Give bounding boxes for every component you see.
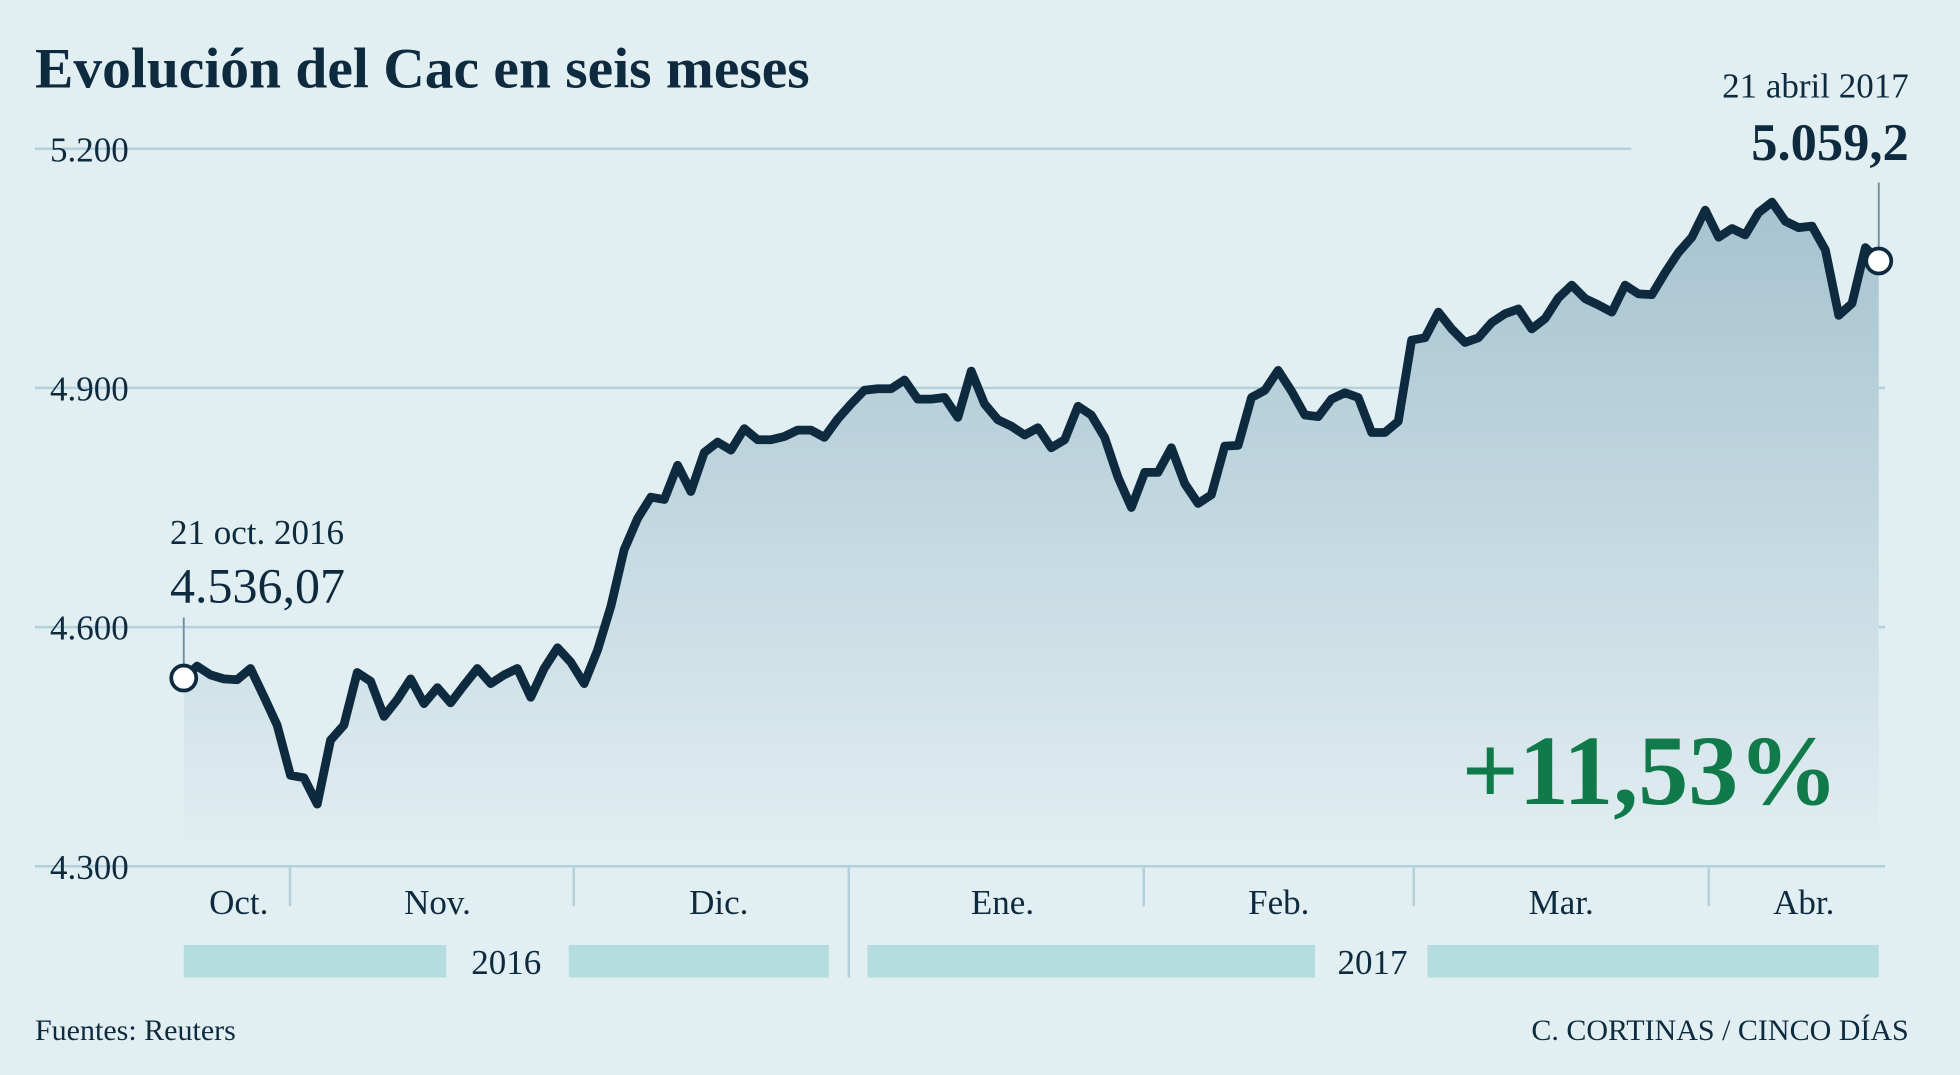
year-bar: [183, 945, 447, 978]
year-bar: [867, 945, 1315, 978]
start-date: 21 oct. 2016: [170, 513, 344, 552]
y-tick-label: 4.600: [50, 609, 129, 648]
area: [183, 202, 1879, 867]
x-tick-label: Nov.: [404, 883, 471, 922]
line: [180, 197, 1882, 809]
y-tick-label: 4.300: [50, 848, 129, 887]
credit: C. CORTINAS / CINCO DÍAS: [1531, 1014, 1908, 1047]
x-tick-label: Oct.: [209, 883, 268, 922]
start-value: 4.536,07: [170, 558, 345, 614]
plot: 4.300 4.600 4.900 5.200 21 oct. 2016 4.536,07…: [35, 67, 1909, 982]
year-label: 2017: [1338, 943, 1408, 982]
chart-title: Evolución del Cac en seis meses: [35, 38, 810, 101]
end-value: 5.059,2: [1751, 114, 1909, 172]
x-tick-label: Abr.: [1773, 883, 1834, 922]
change: +11,53%: [1462, 715, 1838, 826]
y-tick-label: 4.900: [50, 369, 129, 408]
y-tick-label: 5.200: [50, 130, 129, 169]
year-bar: [1427, 945, 1879, 978]
x-tick-label: Dic.: [689, 883, 748, 922]
start-point: [169, 663, 199, 693]
end-date: 21 abril 2017: [1722, 67, 1909, 106]
year-label: 2016: [471, 943, 541, 982]
x-tick-label: Ene.: [971, 883, 1034, 922]
x-tick-label: Mar.: [1529, 883, 1594, 922]
x-tick-label: Feb.: [1248, 883, 1309, 922]
source: Fuentes: Reuters: [35, 1014, 236, 1047]
end-point: [1864, 246, 1894, 276]
year-bar: [568, 945, 829, 978]
